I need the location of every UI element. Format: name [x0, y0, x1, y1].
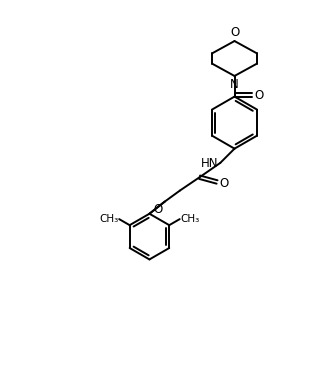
Text: O: O: [154, 203, 163, 216]
Text: HN: HN: [201, 157, 219, 170]
Text: CH₃: CH₃: [99, 214, 118, 224]
Text: N: N: [230, 78, 239, 91]
Text: CH₃: CH₃: [181, 214, 200, 224]
Text: O: O: [254, 89, 264, 101]
Text: O: O: [230, 26, 239, 39]
Text: O: O: [219, 177, 229, 190]
